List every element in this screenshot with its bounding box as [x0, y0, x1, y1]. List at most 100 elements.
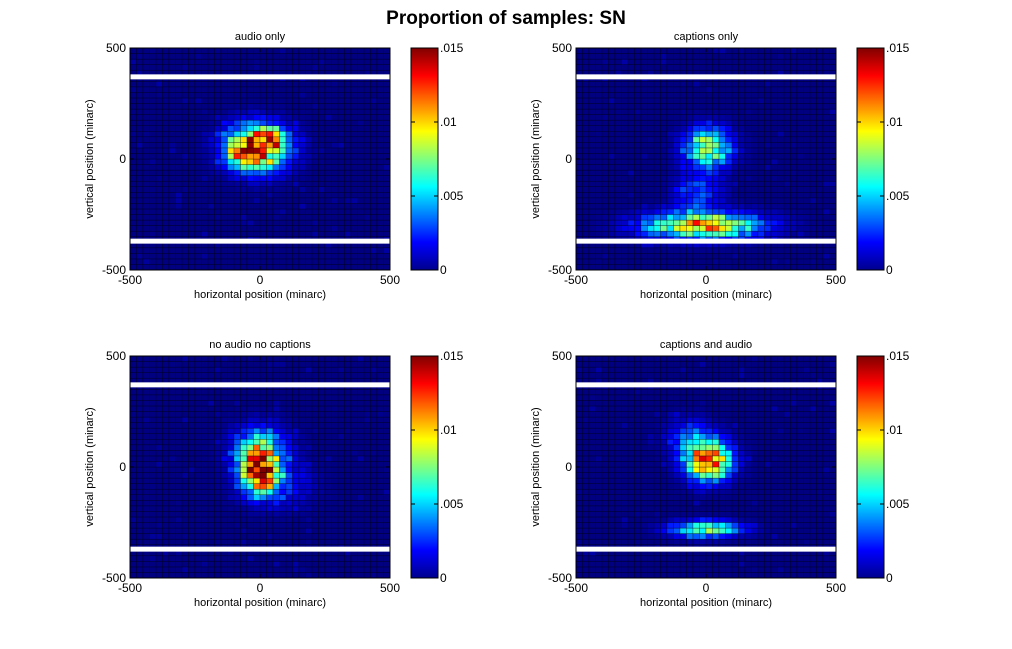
- heatmap-cell: [751, 119, 759, 126]
- heatmap-cell: [324, 197, 332, 204]
- heatmap-cell: [136, 153, 144, 160]
- heatmap-cell: [653, 147, 661, 154]
- heatmap-cell: [214, 219, 222, 226]
- heatmap-cell: [718, 131, 726, 138]
- heatmap-cell: [627, 180, 635, 187]
- heatmap-cell: [129, 64, 137, 71]
- heatmap-cell: [279, 114, 287, 121]
- heatmap-cell: [331, 405, 339, 412]
- heatmap-cell: [162, 483, 170, 490]
- heatmap-cell: [194, 411, 202, 418]
- heatmap-cell: [246, 136, 254, 143]
- heatmap-cell: [272, 169, 280, 176]
- heatmap-cell: [246, 197, 254, 204]
- heatmap-cell: [770, 147, 778, 154]
- heatmap-cell: [181, 103, 189, 110]
- heatmap-cell: [331, 164, 339, 171]
- heatmap-cell: [220, 108, 228, 115]
- heatmap-cell: [621, 81, 629, 88]
- heatmap-cell: [279, 566, 287, 573]
- heatmap-cell: [777, 164, 785, 171]
- heatmap-cell: [751, 64, 759, 71]
- heatmap-cell: [725, 197, 733, 204]
- heatmap-cell: [136, 472, 144, 479]
- heatmap-cell: [311, 427, 319, 434]
- heatmap-cell: [796, 169, 804, 176]
- heatmap-cell: [194, 416, 202, 423]
- heatmap-cell: [214, 405, 222, 412]
- heatmap-cell: [155, 511, 163, 518]
- heatmap-cell: [363, 555, 371, 562]
- heatmap-cell: [363, 455, 371, 462]
- heatmap-cell: [253, 125, 261, 132]
- heatmap-cell: [129, 114, 137, 121]
- heatmap-cell: [679, 86, 687, 93]
- heatmap-cell: [207, 164, 215, 171]
- heatmap-cell: [344, 444, 352, 451]
- heatmap-cell: [175, 461, 183, 468]
- heatmap-cell: [640, 103, 648, 110]
- aoi-boundary-line: [130, 546, 390, 552]
- heatmap-cell: [337, 103, 345, 110]
- heatmap-cell: [246, 169, 254, 176]
- heatmap-cell: [272, 411, 280, 418]
- heatmap-cell: [194, 81, 202, 88]
- heatmap-cell: [796, 108, 804, 115]
- heatmap-cell: [376, 355, 384, 362]
- heatmap-cell: [285, 192, 293, 199]
- heatmap-cell: [311, 125, 319, 132]
- heatmap-cell: [653, 81, 661, 88]
- heatmap-cell: [220, 125, 228, 132]
- heatmap-cell: [240, 389, 248, 396]
- heatmap-cell: [318, 192, 326, 199]
- heatmap-cell: [240, 264, 248, 271]
- heatmap-cell: [149, 461, 157, 468]
- heatmap-cell: [725, 142, 733, 149]
- heatmap-cell: [796, 247, 804, 254]
- heatmap-cell: [679, 253, 687, 260]
- heatmap-cell: [266, 444, 274, 451]
- heatmap-cell: [253, 466, 261, 473]
- heatmap-cell: [350, 47, 358, 54]
- heatmap-cell: [692, 208, 700, 215]
- heatmap-cell: [214, 516, 222, 523]
- heatmap-cell: [744, 164, 752, 171]
- heatmap-cell: [246, 394, 254, 401]
- heatmap-cell: [142, 247, 150, 254]
- heatmap-cell: [318, 142, 326, 149]
- heatmap-cell: [207, 247, 215, 254]
- heatmap-cell: [363, 164, 371, 171]
- heatmap-cell: [311, 214, 319, 221]
- heatmap-cell: [188, 47, 196, 54]
- heatmap-cell: [149, 416, 157, 423]
- heatmap-cell: [253, 180, 261, 187]
- heatmap-cell: [692, 53, 700, 60]
- heatmap-cell: [363, 230, 371, 237]
- heatmap-cell: [149, 455, 157, 462]
- heatmap-cell: [266, 422, 274, 429]
- heatmap-cell: [129, 405, 137, 412]
- heatmap-cell: [357, 394, 365, 401]
- heatmap-cell: [653, 47, 661, 54]
- heatmap-cell: [142, 372, 150, 379]
- heatmap-cell: [363, 92, 371, 99]
- heatmap-cell: [370, 86, 378, 93]
- heatmap-cell: [376, 208, 384, 215]
- heatmap-cell: [240, 47, 248, 54]
- heatmap-cell: [363, 450, 371, 457]
- heatmap-cell: [246, 561, 254, 568]
- heatmap-cell: [214, 192, 222, 199]
- heatmap-cell: [601, 208, 609, 215]
- heatmap-cell: [344, 394, 352, 401]
- heatmap-cell: [588, 203, 596, 210]
- heatmap-cell: [344, 108, 352, 115]
- heatmap-cell: [783, 180, 791, 187]
- heatmap-cell: [344, 53, 352, 60]
- heatmap-cell: [764, 208, 772, 215]
- heatmap-cell: [679, 81, 687, 88]
- heatmap-cell: [168, 533, 176, 540]
- heatmap-cell: [588, 64, 596, 71]
- heatmap-cell: [790, 64, 798, 71]
- heatmap-cell: [634, 192, 642, 199]
- heatmap-cell: [653, 103, 661, 110]
